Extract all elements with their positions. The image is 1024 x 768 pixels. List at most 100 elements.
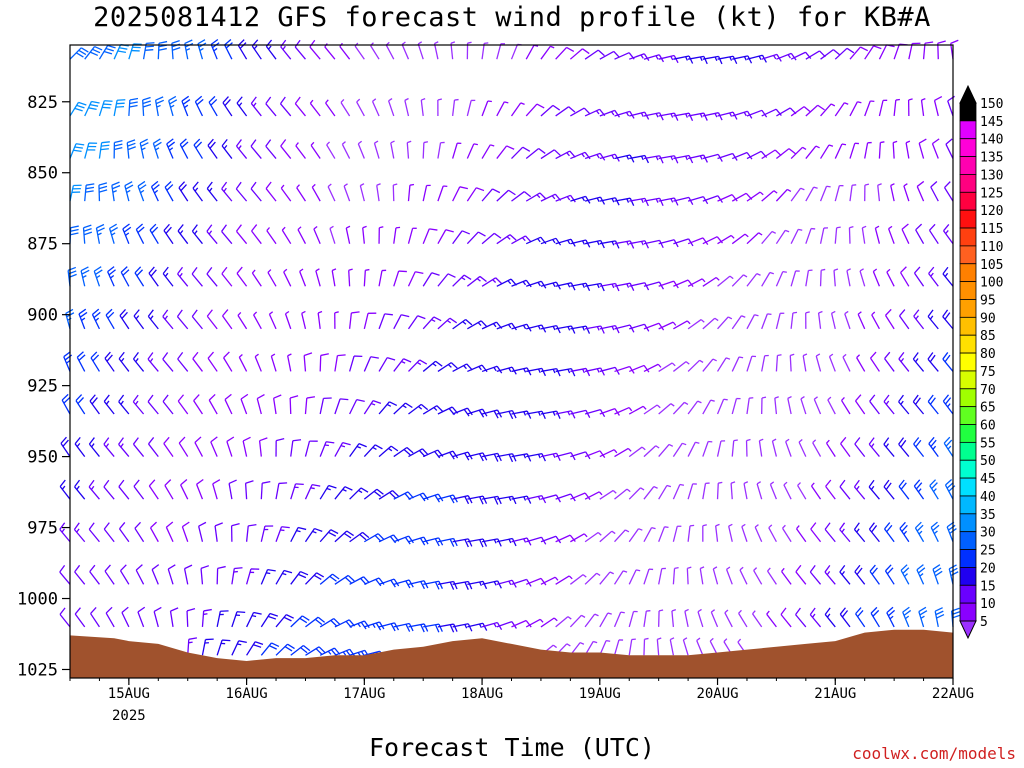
wind-barb: [907, 98, 913, 116]
wind-barb: [732, 151, 753, 160]
wind-barb: [406, 140, 412, 159]
wind-barb: [260, 481, 271, 500]
wind-barb: [613, 570, 628, 585]
wind-barb: [555, 410, 576, 419]
wind-barb: [404, 97, 410, 117]
wind-barb: [407, 183, 415, 202]
wind-barb: [913, 479, 925, 500]
wind-barb: [614, 282, 635, 291]
wind-barb: [88, 437, 100, 457]
wind-barb: [584, 49, 605, 60]
wind-barb: [452, 538, 473, 548]
wind-barb: [901, 223, 910, 244]
wind-barb: [525, 577, 547, 586]
wind-barb: [268, 311, 277, 330]
wind-barb: [466, 99, 476, 117]
wind-barb: [481, 144, 495, 159]
wind-barb: [682, 637, 689, 656]
wind-barb: [467, 495, 488, 505]
wind-barb: [802, 353, 808, 372]
wind-barb: [251, 224, 262, 245]
wind-barb: [790, 187, 805, 202]
wind-barb: [628, 610, 638, 628]
wind-barb: [789, 353, 795, 372]
wind-barb: [304, 572, 325, 585]
wind-barb: [643, 527, 656, 543]
wind-barb: [74, 479, 86, 500]
wind-barb: [216, 639, 231, 656]
wind-barb: [805, 269, 813, 287]
wind-barb: [237, 311, 248, 330]
wind-barb: [378, 269, 387, 287]
wind-barb: [946, 521, 957, 542]
wind-barb: [297, 226, 307, 245]
wind-barb: [525, 44, 539, 60]
wind-barb: [183, 564, 193, 585]
wind-barb: [481, 495, 502, 505]
wind-barb: [643, 568, 654, 585]
wind-barb: [59, 607, 71, 628]
wind-barb: [166, 138, 176, 159]
x-tick-label: 19AUG: [579, 686, 621, 702]
wind-barb: [810, 482, 822, 500]
wind-barb: [224, 393, 233, 415]
wind-barb: [510, 102, 525, 117]
wind-barb: [162, 394, 174, 415]
wind-barb: [820, 103, 836, 117]
wind-barb: [839, 479, 851, 500]
wind-barb: [886, 268, 895, 287]
wind-barb: [235, 181, 248, 202]
wind-barb: [192, 351, 203, 372]
wind-barb: [135, 564, 145, 585]
wind-barb: [842, 353, 851, 372]
wind-barb: [221, 266, 233, 287]
wind-barb: [844, 310, 851, 330]
wind-barb: [295, 142, 306, 159]
y-tick-label: 875: [27, 235, 58, 255]
wind-barb: [281, 226, 292, 245]
wind-barb: [656, 637, 662, 656]
wind-barb: [540, 237, 562, 246]
wind-barb: [944, 479, 956, 500]
wind-barb: [422, 272, 440, 287]
wind-barb: [898, 351, 910, 372]
wind-barb: [167, 564, 176, 585]
wind-barb: [898, 437, 910, 458]
wind-barb: [313, 225, 321, 244]
wind-barb: [89, 564, 100, 585]
colorbar-label: 10: [980, 597, 996, 612]
wind-barb: [334, 530, 354, 543]
wind-barb: [599, 449, 618, 458]
wind-barb: [334, 398, 349, 415]
wind-barb: [761, 149, 782, 160]
wind-barb: [859, 268, 866, 287]
wind-barb: [275, 569, 293, 585]
wind-barb: [467, 622, 488, 631]
colorbar-label: 125: [980, 186, 1003, 201]
wind-barb: [834, 226, 841, 244]
wind-barb: [88, 479, 100, 500]
wind-barb: [774, 396, 779, 415]
wind-barb: [658, 484, 672, 500]
wind-barb: [614, 406, 633, 415]
wind-barb: [496, 495, 517, 505]
wind-barb: [113, 140, 123, 159]
wind-barb: [408, 492, 429, 502]
wind-barb: [363, 488, 384, 500]
wind-barb: [193, 138, 204, 159]
wind-barb: [134, 266, 145, 287]
wind-barb: [834, 47, 855, 60]
wind-barb: [702, 440, 713, 457]
wind-barb: [775, 312, 785, 330]
wind-barb: [902, 606, 912, 628]
wind-barb: [599, 571, 614, 585]
wind-barb: [104, 564, 115, 585]
wind-barb: [74, 564, 86, 585]
wind-barb: [710, 609, 719, 628]
wind-barb: [883, 479, 895, 500]
wind-barb: [186, 607, 196, 627]
wind-barb: [437, 98, 443, 116]
wind-barb: [290, 570, 309, 585]
wind-barb: [884, 564, 895, 585]
